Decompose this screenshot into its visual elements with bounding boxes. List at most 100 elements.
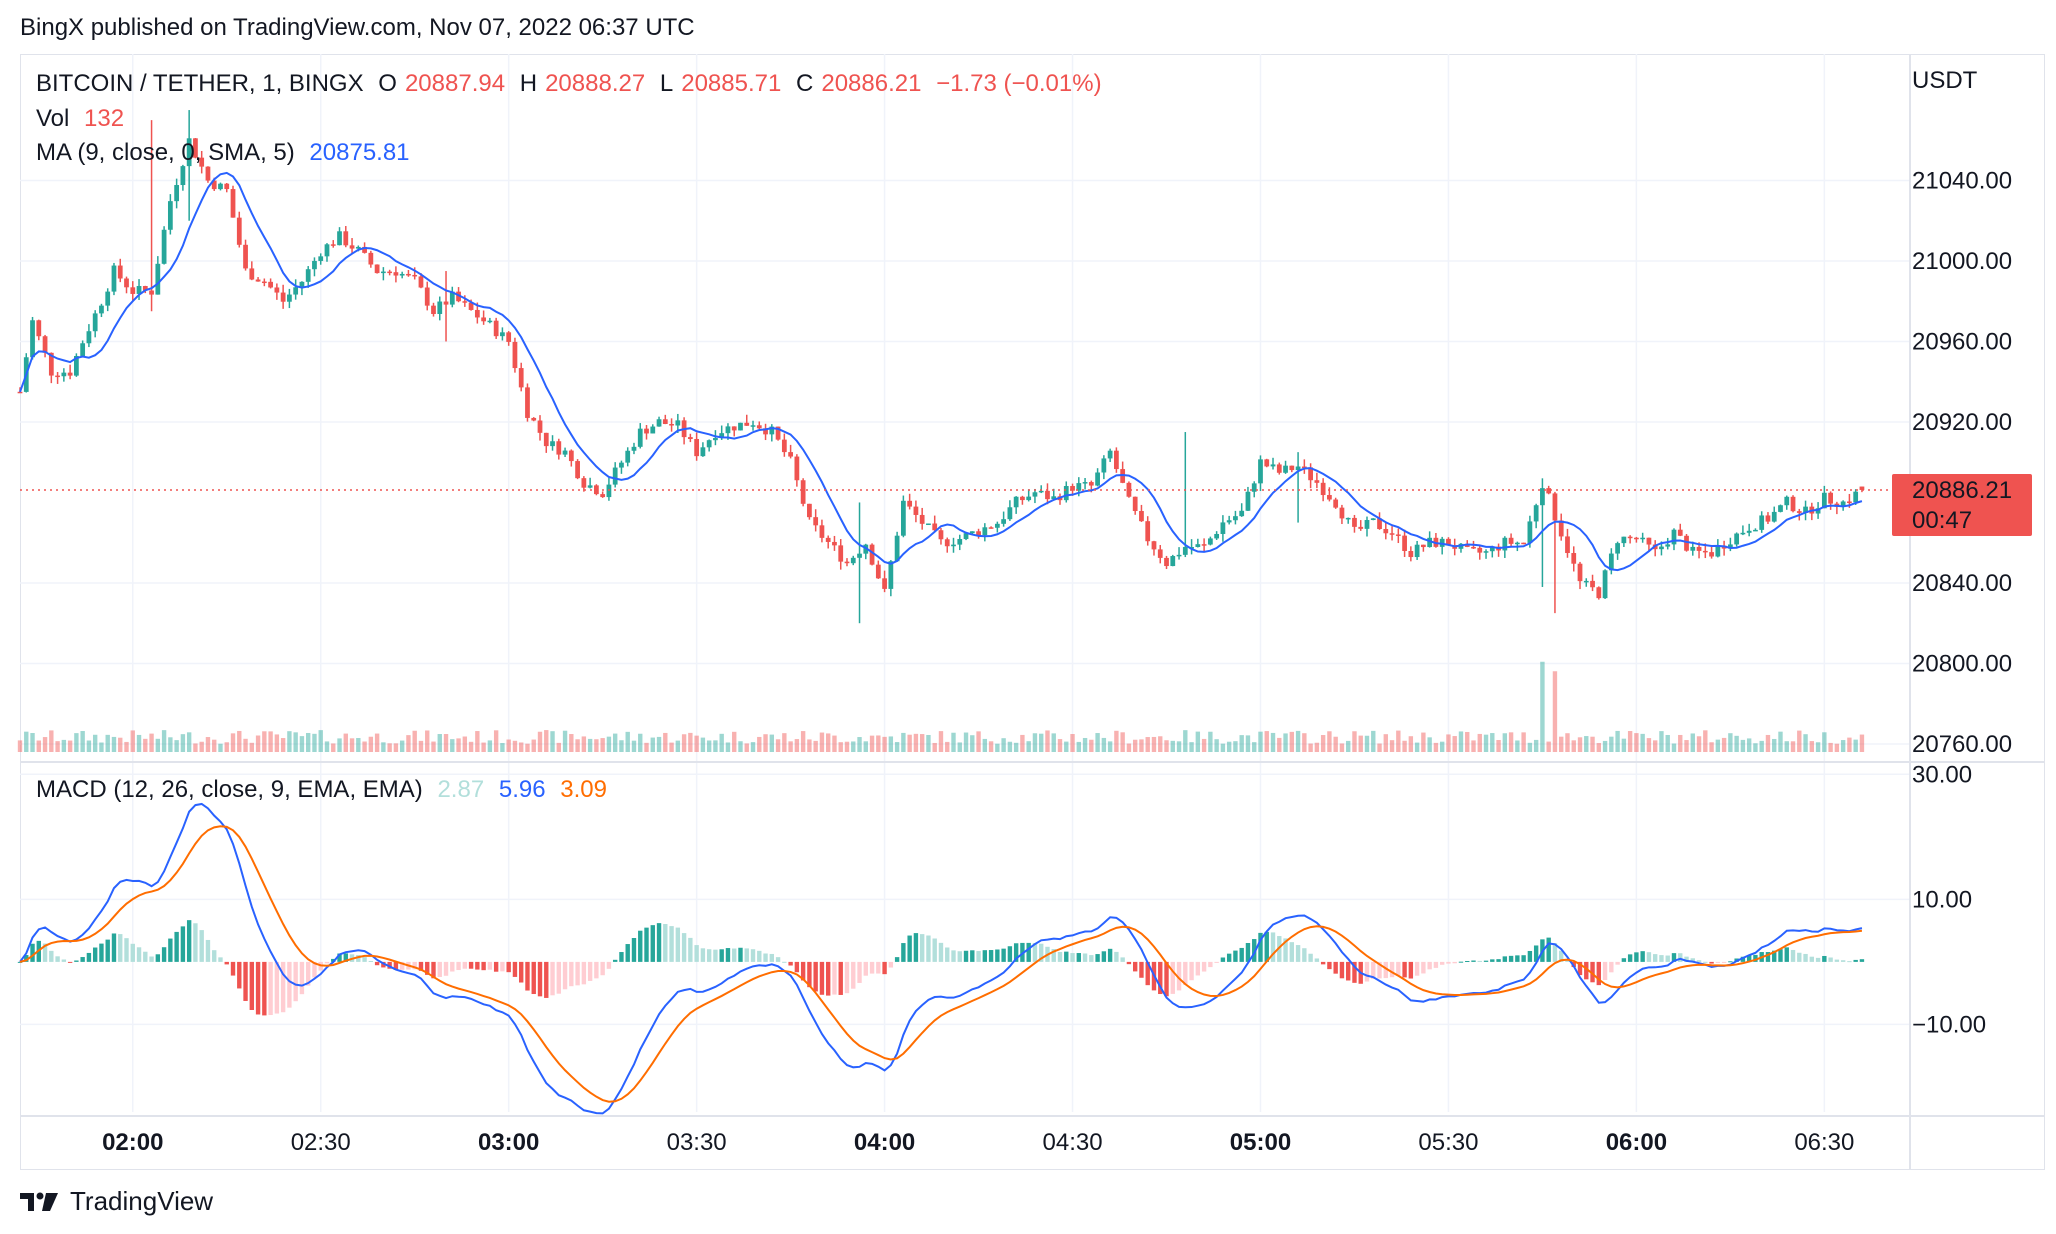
volume-bar xyxy=(1101,737,1107,752)
macd-histogram-bar xyxy=(1270,932,1276,962)
candle-body xyxy=(781,439,787,453)
candle-body xyxy=(1715,545,1721,557)
candle-body xyxy=(1540,488,1545,506)
candle-body xyxy=(1771,511,1777,522)
candle-body xyxy=(117,265,123,279)
volume-bar xyxy=(907,734,912,752)
volume-bar xyxy=(1408,736,1414,752)
candle-body xyxy=(1245,491,1251,511)
macd-histogram-bar xyxy=(193,923,198,962)
macd-tick-label: −10.00 xyxy=(1912,1011,1986,1038)
volume-bar xyxy=(1295,730,1301,752)
macd-histogram-bar xyxy=(1289,942,1295,962)
volume-bar xyxy=(374,733,380,752)
volume-bar xyxy=(1139,739,1144,752)
price-tick-label: 21040.00 xyxy=(1912,167,2012,194)
macd-histogram-bar xyxy=(230,961,236,976)
volume-bar xyxy=(1333,736,1338,752)
time-tick-label: 04:00 xyxy=(854,1129,915,1156)
macd-histogram-bar xyxy=(913,933,919,962)
candle-body xyxy=(355,246,361,249)
macd-histogram-bar xyxy=(1214,961,1219,963)
volume-bar xyxy=(1577,737,1583,752)
macd-histogram-bar xyxy=(1778,949,1783,962)
candle-body xyxy=(1239,510,1245,517)
footer-brand[interactable]: TradingView xyxy=(20,1186,213,1217)
macd-histogram-bar xyxy=(838,961,843,995)
macd-histogram-bar xyxy=(688,937,693,962)
candle-body xyxy=(312,260,317,270)
candle-body xyxy=(1038,490,1044,493)
symbol-title[interactable]: BITCOIN / TETHER, 1, BINGX xyxy=(36,70,364,97)
macd-histogram-bar xyxy=(1527,950,1533,962)
candle-body xyxy=(1164,557,1169,567)
volume-bar xyxy=(1728,733,1733,752)
ma-label[interactable]: MA (9, close, 0, SMA, 5) xyxy=(36,139,295,166)
volume-bar xyxy=(1214,739,1219,752)
macd-histogram-bar xyxy=(1746,955,1752,962)
candle-body xyxy=(1320,482,1326,496)
volume-bar xyxy=(293,732,298,752)
macd-histogram-bar xyxy=(343,953,348,962)
macd-histogram-bar xyxy=(1001,948,1006,962)
candle-body xyxy=(500,332,505,337)
macd-histogram-bar xyxy=(719,949,724,962)
macd-histogram-bar xyxy=(600,961,605,976)
volume-bar xyxy=(55,741,60,752)
macd-histogram-bar xyxy=(1082,953,1088,962)
volume-bar xyxy=(218,743,223,752)
volume-bar xyxy=(92,734,98,752)
candle-body xyxy=(556,441,562,455)
macd-histogram-bar xyxy=(249,961,255,1010)
candle-body xyxy=(763,428,768,435)
candle-body xyxy=(612,467,618,485)
volume-bar xyxy=(619,740,624,752)
candle-body xyxy=(193,138,198,158)
macd-histogram-bar xyxy=(1089,955,1094,962)
candle-body xyxy=(900,500,906,536)
candle-body xyxy=(1314,480,1320,483)
macd-histogram-bar xyxy=(67,961,73,963)
candle-body xyxy=(775,426,781,440)
volume-bar xyxy=(600,738,605,752)
macd-histogram-bar xyxy=(324,961,330,964)
volume-bar xyxy=(1170,740,1175,752)
macd-histogram-bar xyxy=(562,961,568,990)
candle-body xyxy=(518,368,524,388)
volume-bar xyxy=(1089,739,1094,752)
macd-histogram-bar xyxy=(1458,961,1464,963)
candle-body xyxy=(1634,537,1639,540)
chart-frame[interactable] xyxy=(20,54,2045,1170)
volume-bar xyxy=(1803,734,1808,752)
macd-histogram-bar xyxy=(1189,961,1194,981)
candle-body xyxy=(443,301,449,305)
macd-histogram-bar xyxy=(1057,951,1063,962)
candle-body xyxy=(750,425,756,427)
macd-histogram-bar xyxy=(1753,954,1758,962)
candle-body xyxy=(349,245,355,249)
volume-bar xyxy=(1057,739,1063,752)
macd-histogram-bar xyxy=(374,961,380,966)
candle-body xyxy=(1176,554,1182,557)
volume-bar xyxy=(118,737,123,752)
macd-histogram-bar xyxy=(638,930,643,962)
candle-body xyxy=(1364,520,1370,529)
candle-body xyxy=(951,544,956,547)
candle-body xyxy=(869,544,875,565)
candle-body xyxy=(1026,496,1032,501)
volume-bar xyxy=(1195,731,1201,752)
volume-bar xyxy=(1145,737,1150,752)
macd-histogram-bar xyxy=(105,939,110,962)
volume-bar xyxy=(412,730,417,752)
volume-label[interactable]: Vol xyxy=(36,105,70,132)
candle-body xyxy=(1684,535,1689,551)
volume-bar xyxy=(681,734,687,752)
macd-hist-value: 2.87 xyxy=(437,776,485,803)
macd-label[interactable]: MACD (12, 26, close, 9, EMA, EMA) xyxy=(36,776,423,803)
macd-histogram-bar xyxy=(569,961,574,987)
candle-body xyxy=(161,229,167,264)
change-value: −1.73 (−0.01%) xyxy=(936,70,1102,97)
volume-bar xyxy=(1696,736,1702,752)
macd-signal-value: 3.09 xyxy=(560,776,607,803)
